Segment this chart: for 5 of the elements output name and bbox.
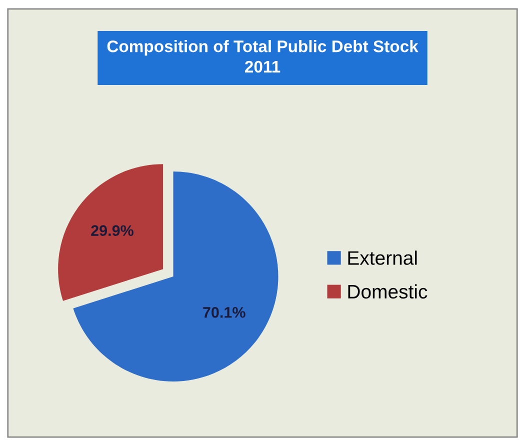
chart-title: Composition of Total Public Debt Stock 2011 (107, 40, 418, 73)
data-label: 70.1% (203, 306, 246, 318)
legend-label: External (348, 250, 417, 265)
legend-label: Domestic (348, 284, 428, 299)
data-label: 29.9% (91, 225, 134, 236)
